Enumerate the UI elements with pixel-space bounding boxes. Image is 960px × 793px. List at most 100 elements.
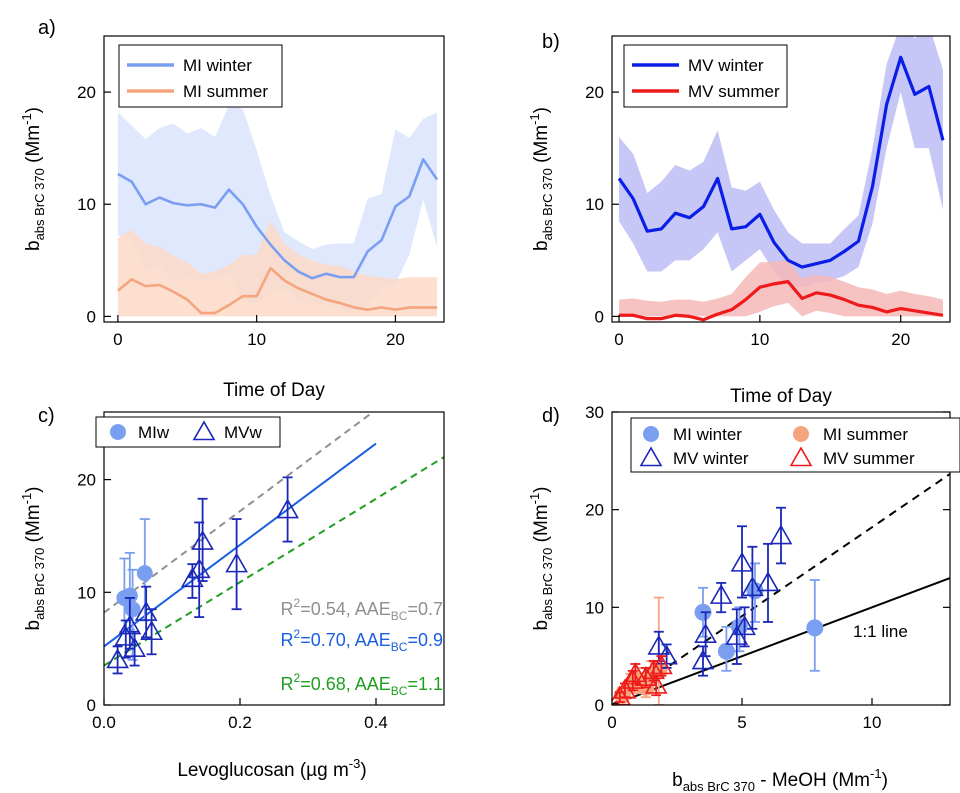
data-point [276, 498, 299, 519]
series-line-mv-summer [619, 280, 944, 322]
fit-annotation: R2=0.70, AAEBC=0.9 [281, 627, 443, 654]
data-point [756, 571, 780, 592]
x-tick-label: 10 [863, 713, 882, 732]
legend-box [630, 417, 960, 473]
data-point [114, 625, 138, 646]
legend-label: MV summer [688, 82, 780, 101]
x-axis-label: Levoglucosan (µg m-3) [177, 756, 366, 781]
x-axis-label-exp: -1 [870, 766, 882, 781]
panel-label: b) [542, 31, 560, 53]
panel-a: 0 10 20 0 10 20 babs BrC 370 (Mm-1) Time of Day… [19, 17, 445, 401]
fit-annotation: R2=0.54, AAEBC=0.7 [281, 596, 443, 623]
y-axis-label: babs BrC 370 (Mm-1) [19, 107, 47, 251]
data-point [806, 619, 824, 637]
x-tick-label: 0 [607, 713, 616, 732]
y-tick-label: 0 [595, 307, 604, 326]
plot-area [104, 412, 444, 675]
data-point [650, 654, 673, 675]
fit-line [612, 473, 950, 705]
series-line-mi-winter [117, 158, 439, 280]
x-axis-label-rest: - MeOH (Mm [755, 770, 870, 791]
series-line-mv-winter [617, 55, 945, 269]
panel-c: 0.0 0.2 0.4 0 10 20 babs BrC 370 (Mm-1) c) Levog… [19, 405, 445, 781]
data-point [613, 678, 637, 699]
data-point [717, 642, 735, 660]
x-tick-label: 5 [737, 713, 746, 732]
legend-label: MVw [224, 423, 263, 442]
y-axis-label-close: ) [531, 487, 552, 493]
y-axis-label: babs BrC 370 (Mm-1) [527, 107, 555, 251]
band-mi-winter [117, 105, 438, 311]
data-point [694, 623, 717, 643]
data-point [106, 648, 129, 669]
y-axis-label-close: ) [531, 107, 552, 113]
data-point [225, 552, 248, 573]
data-point [123, 637, 146, 657]
y-axis-label-main: b [531, 240, 552, 251]
data-point [644, 673, 668, 694]
y-axis-label-main: b [23, 240, 44, 251]
y-axis-label: babs BrC 370 (Mm-1) [527, 487, 555, 631]
legend-marker [639, 446, 663, 467]
x-axis-label-main: b [672, 770, 683, 791]
fit-annotation: R2=0.68, AAEBC=1.1 [281, 671, 443, 698]
data-point [769, 524, 793, 545]
plot-frame [103, 411, 445, 706]
data-point [733, 615, 756, 636]
legend-marker [110, 424, 126, 440]
legend-label: MI summer [823, 425, 908, 444]
plot-frame [103, 35, 445, 323]
plot-area [612, 473, 950, 705]
y-tick-label: 10 [77, 195, 96, 214]
legend-label: MIw [138, 423, 170, 442]
y-axis-label: babs BrC 370 (Mm-1) [19, 487, 47, 631]
y-axis-label-unit: (Mm [531, 125, 552, 168]
series-line-mi-summer [117, 266, 438, 315]
legend-label: MI winter [183, 56, 252, 75]
data-point [642, 659, 665, 680]
data-point [634, 666, 658, 686]
legend-label: MI winter [673, 425, 742, 444]
panel-label: a) [38, 17, 56, 39]
x-axis-label-close: ) [360, 760, 366, 781]
x-axis-label: babs BrC 370 - MeOH (Mm-1) [672, 766, 888, 793]
data-point [124, 601, 141, 618]
x-tick-label: 0.4 [364, 713, 388, 732]
data-point [725, 625, 749, 645]
y-axis-label-exp: -1 [527, 493, 542, 505]
x-axis-label: Time of Day [223, 380, 325, 401]
band-mv-summer [619, 260, 943, 317]
data-point [118, 614, 142, 635]
one-to-one-label: 1:1 line [853, 622, 908, 641]
fit-annotation-sub: BC [391, 640, 408, 654]
legend-label: MV winter [673, 449, 749, 468]
fit-annotation-text: =0.68, AAE [300, 674, 391, 694]
x-tick-label: 0.2 [228, 713, 252, 732]
data-point [691, 649, 715, 670]
y-axis-label-exp: -1 [527, 113, 542, 125]
y-axis-label-exp: -1 [19, 113, 34, 125]
fit-annotation-r-exp: 2 [294, 671, 301, 685]
legend-label: MV winter [688, 56, 764, 75]
fit-annotation-val: =1.1 [407, 674, 443, 694]
fit-annotation-r-exp: 2 [294, 596, 301, 610]
x-axis-label-main: Levoglucosan (µg m [177, 760, 348, 781]
fit-annotation-r: R [281, 599, 294, 619]
legend-label: MI summer [183, 82, 268, 101]
y-axis-label-sub: abs BrC 370 [32, 168, 47, 240]
panel-label: c) [38, 405, 55, 427]
data-point [187, 558, 211, 579]
y-tick-label: 10 [585, 195, 604, 214]
y-tick-label: 0 [87, 696, 96, 715]
plot-area [617, 36, 945, 322]
fit-annotation-r-exp: 2 [294, 627, 301, 641]
data-point [624, 662, 647, 683]
one-to-one-line [612, 577, 950, 705]
y-axis-label-sub: abs BrC 370 [540, 548, 555, 620]
legend-box [95, 416, 281, 448]
x-tick-label: 20 [386, 330, 405, 349]
fit-annotation-text: =0.54, AAE [300, 599, 391, 619]
y-axis-label-exp: -1 [19, 493, 34, 505]
y-tick-label: 20 [585, 83, 604, 102]
legend-box [623, 44, 788, 108]
